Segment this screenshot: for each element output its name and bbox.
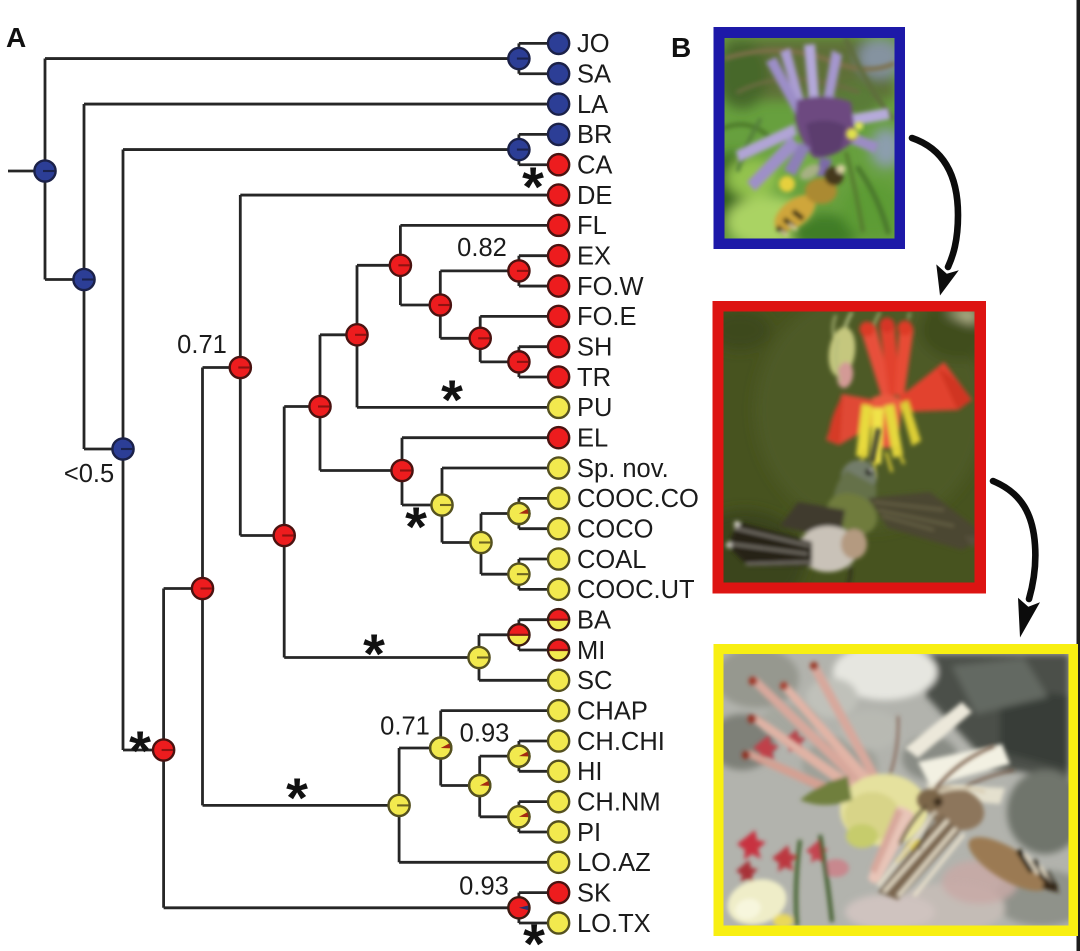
svg-text:*: * (363, 622, 385, 685)
svg-text:*: * (523, 912, 545, 951)
svg-text:0.93: 0.93 (460, 720, 510, 748)
svg-text:LO.AZ: LO.AZ (577, 849, 651, 877)
svg-text:B: B (671, 32, 691, 63)
svg-text:HI: HI (577, 758, 603, 786)
svg-text:EX: EX (577, 243, 611, 271)
svg-text:COOC.UT: COOC.UT (577, 576, 695, 604)
svg-text:Sp. nov.: Sp. nov. (577, 455, 669, 483)
svg-text:JO: JO (577, 30, 610, 58)
svg-text:LA: LA (577, 91, 608, 119)
svg-text:COOC.CO: COOC.CO (577, 485, 699, 513)
svg-text:FO.W: FO.W (577, 273, 644, 301)
svg-text:MI: MI (577, 637, 605, 665)
svg-text:0.71: 0.71 (177, 331, 227, 359)
svg-text:SH: SH (577, 334, 612, 362)
svg-text:CHAP: CHAP (577, 698, 648, 726)
svg-text:SA: SA (577, 61, 611, 89)
svg-text:*: * (522, 155, 544, 218)
svg-text:BA: BA (577, 607, 611, 635)
svg-text:BR: BR (577, 121, 612, 149)
svg-text:*: * (286, 766, 308, 829)
svg-text:*: * (441, 368, 463, 431)
svg-text:<0.5: <0.5 (64, 460, 114, 488)
svg-text:FL: FL (577, 212, 607, 240)
svg-text:COAL: COAL (577, 546, 646, 574)
svg-text:*: * (129, 719, 151, 782)
svg-text:0.93: 0.93 (459, 873, 509, 901)
svg-text:*: * (405, 495, 427, 558)
svg-text:0.82: 0.82 (457, 234, 507, 262)
svg-text:CA: CA (577, 152, 612, 180)
svg-text:LO.TX: LO.TX (577, 910, 651, 938)
svg-text:CH.CHI: CH.CHI (577, 728, 665, 756)
svg-text:EL: EL (577, 425, 608, 453)
svg-text:CH.NM: CH.NM (577, 788, 661, 816)
svg-text:0.71: 0.71 (380, 713, 430, 741)
svg-text:FO.E: FO.E (577, 303, 637, 331)
svg-text:DE: DE (577, 182, 612, 210)
svg-text:TR: TR (577, 364, 611, 392)
svg-text:PI: PI (577, 819, 601, 847)
svg-text:SK: SK (577, 879, 611, 907)
svg-text:COCO: COCO (577, 516, 654, 544)
svg-text:PU: PU (577, 394, 612, 422)
svg-text:A: A (6, 22, 26, 53)
svg-text:SC: SC (577, 667, 612, 695)
